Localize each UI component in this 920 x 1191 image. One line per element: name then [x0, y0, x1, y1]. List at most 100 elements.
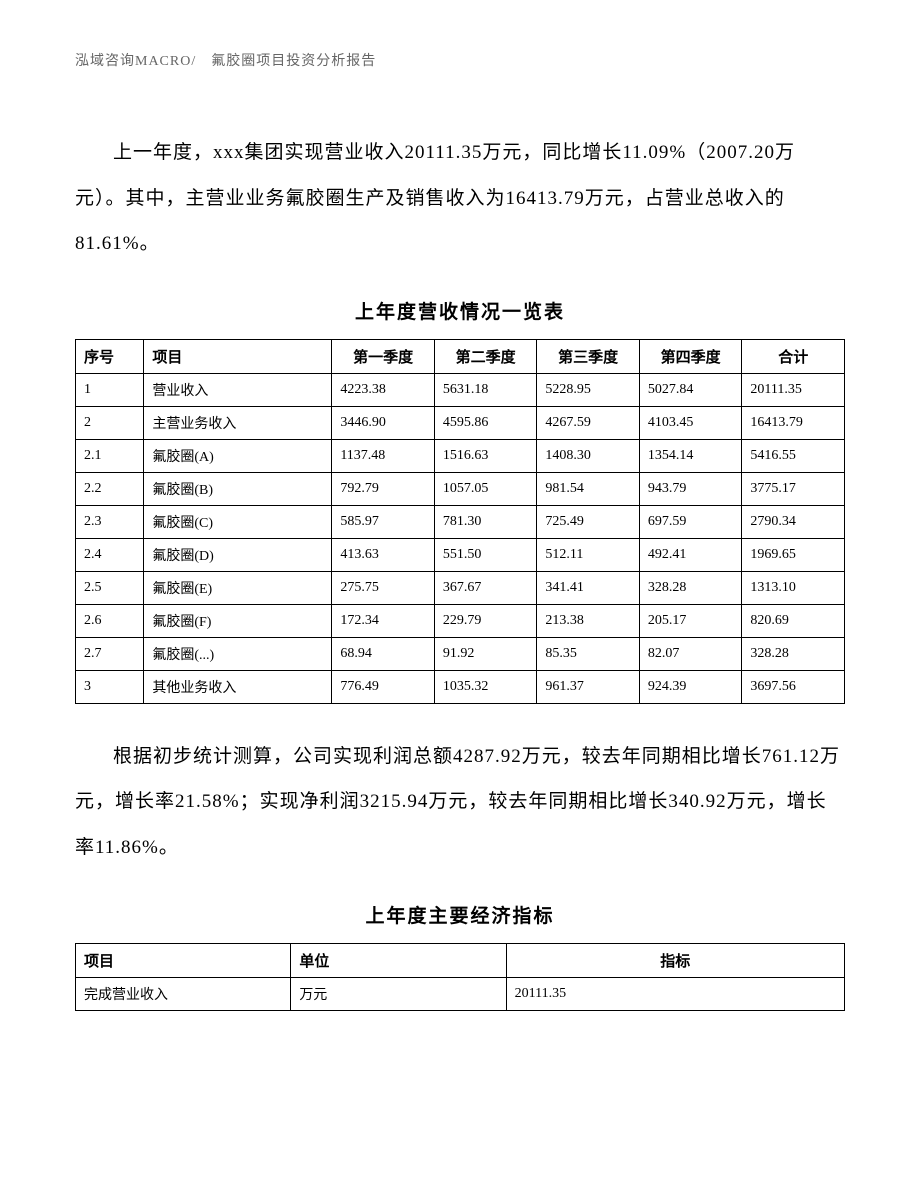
table-cell: 413.63: [332, 538, 435, 571]
table-cell: 367.67: [434, 571, 537, 604]
table-cell: 1354.14: [639, 439, 742, 472]
table-cell: 5027.84: [639, 373, 742, 406]
table-cell: 551.50: [434, 538, 537, 571]
table-cell: 68.94: [332, 637, 435, 670]
table-row: 2.7氟胶圈(...)68.9491.9285.3582.07328.28: [76, 637, 845, 670]
table1-header-total: 合计: [742, 339, 845, 373]
table-cell: 91.92: [434, 637, 537, 670]
table-cell: 82.07: [639, 637, 742, 670]
paragraph-1: 上一年度，xxx集团实现营业收入20111.35万元，同比增长11.09%（20…: [75, 130, 845, 267]
table-row: 2.4氟胶圈(D)413.63551.50512.11492.411969.65: [76, 538, 845, 571]
table-cell: 完成营业收入: [76, 977, 291, 1010]
table2-header-value: 指标: [506, 943, 844, 977]
table-cell: 341.41: [537, 571, 640, 604]
table-cell: 205.17: [639, 604, 742, 637]
table-cell: 氟胶圈(C): [144, 505, 332, 538]
table-cell: 1: [76, 373, 144, 406]
table-row: 2.3氟胶圈(C)585.97781.30725.49697.592790.34: [76, 505, 845, 538]
table-cell: 营业收入: [144, 373, 332, 406]
table-cell: 4267.59: [537, 406, 640, 439]
table2-header-unit: 单位: [291, 943, 506, 977]
table-cell: 20111.35: [506, 977, 844, 1010]
table-cell: 氟胶圈(...): [144, 637, 332, 670]
table-cell: 2.1: [76, 439, 144, 472]
table-cell: 氟胶圈(D): [144, 538, 332, 571]
table-cell: 776.49: [332, 670, 435, 703]
table1-header-item: 项目: [144, 339, 332, 373]
table-cell: 氟胶圈(A): [144, 439, 332, 472]
table1-header-q1: 第一季度: [332, 339, 435, 373]
table-cell: 981.54: [537, 472, 640, 505]
table-cell: 1313.10: [742, 571, 845, 604]
table-cell: 492.41: [639, 538, 742, 571]
table1-title: 上年度营收情况一览表: [75, 297, 845, 324]
table-cell: 2.4: [76, 538, 144, 571]
table-cell: 725.49: [537, 505, 640, 538]
table-cell: 2: [76, 406, 144, 439]
indicator-table: 项目 单位 指标 完成营业收入万元20111.35: [75, 943, 845, 1011]
table-row: 2.6氟胶圈(F)172.34229.79213.38205.17820.69: [76, 604, 845, 637]
table-cell: 万元: [291, 977, 506, 1010]
table-cell: 585.97: [332, 505, 435, 538]
table-cell: 2.5: [76, 571, 144, 604]
table-cell: 1137.48: [332, 439, 435, 472]
table-row: 完成营业收入万元20111.35: [76, 977, 845, 1010]
table-cell: 328.28: [742, 637, 845, 670]
table-cell: 1969.65: [742, 538, 845, 571]
table-row: 2.2氟胶圈(B)792.791057.05981.54943.793775.1…: [76, 472, 845, 505]
table-cell: 氟胶圈(F): [144, 604, 332, 637]
table-cell: 961.37: [537, 670, 640, 703]
table-cell: 20111.35: [742, 373, 845, 406]
table2-header-row: 项目 单位 指标: [76, 943, 845, 977]
table-cell: 其他业务收入: [144, 670, 332, 703]
table-cell: 2790.34: [742, 505, 845, 538]
table-row: 3其他业务收入776.491035.32961.37924.393697.56: [76, 670, 845, 703]
table-cell: 229.79: [434, 604, 537, 637]
table2-title: 上年度主要经济指标: [75, 901, 845, 928]
table-cell: 792.79: [332, 472, 435, 505]
table-cell: 1408.30: [537, 439, 640, 472]
table-cell: 697.59: [639, 505, 742, 538]
table1-header-seq: 序号: [76, 339, 144, 373]
table1-header-q2: 第二季度: [434, 339, 537, 373]
table-cell: 213.38: [537, 604, 640, 637]
table-cell: 3697.56: [742, 670, 845, 703]
table2-header-item: 项目: [76, 943, 291, 977]
table-row: 1营业收入4223.385631.185228.955027.8420111.3…: [76, 373, 845, 406]
paragraph-2: 根据初步统计测算，公司实现利润总额4287.92万元，较去年同期相比增长761.…: [75, 734, 845, 871]
table-cell: 1035.32: [434, 670, 537, 703]
revenue-table: 序号 项目 第一季度 第二季度 第三季度 第四季度 合计 1营业收入4223.3…: [75, 339, 845, 704]
table-cell: 3446.90: [332, 406, 435, 439]
table-cell: 172.34: [332, 604, 435, 637]
table-cell: 2.2: [76, 472, 144, 505]
table-cell: 943.79: [639, 472, 742, 505]
table-cell: 3: [76, 670, 144, 703]
table-cell: 主营业务收入: [144, 406, 332, 439]
table1-header-row: 序号 项目 第一季度 第二季度 第三季度 第四季度 合计: [76, 339, 845, 373]
table-cell: 1516.63: [434, 439, 537, 472]
table-cell: 512.11: [537, 538, 640, 571]
table-cell: 275.75: [332, 571, 435, 604]
table-cell: 85.35: [537, 637, 640, 670]
table-cell: 4103.45: [639, 406, 742, 439]
table-cell: 5631.18: [434, 373, 537, 406]
table-cell: 820.69: [742, 604, 845, 637]
table1-header-q3: 第三季度: [537, 339, 640, 373]
table-cell: 781.30: [434, 505, 537, 538]
table-cell: 4595.86: [434, 406, 537, 439]
table-cell: 氟胶圈(E): [144, 571, 332, 604]
table-cell: 328.28: [639, 571, 742, 604]
table-cell: 1057.05: [434, 472, 537, 505]
table-cell: 2.7: [76, 637, 144, 670]
table-row: 2.5氟胶圈(E)275.75367.67341.41328.281313.10: [76, 571, 845, 604]
table-row: 2主营业务收入3446.904595.864267.594103.4516413…: [76, 406, 845, 439]
table-cell: 16413.79: [742, 406, 845, 439]
table-cell: 2.6: [76, 604, 144, 637]
table-cell: 4223.38: [332, 373, 435, 406]
table-cell: 5416.55: [742, 439, 845, 472]
table-cell: 5228.95: [537, 373, 640, 406]
page-header: 泓域咨询MACRO/ 氟胶圈项目投资分析报告: [75, 50, 845, 70]
table-cell: 924.39: [639, 670, 742, 703]
table-cell: 2.3: [76, 505, 144, 538]
table-cell: 氟胶圈(B): [144, 472, 332, 505]
